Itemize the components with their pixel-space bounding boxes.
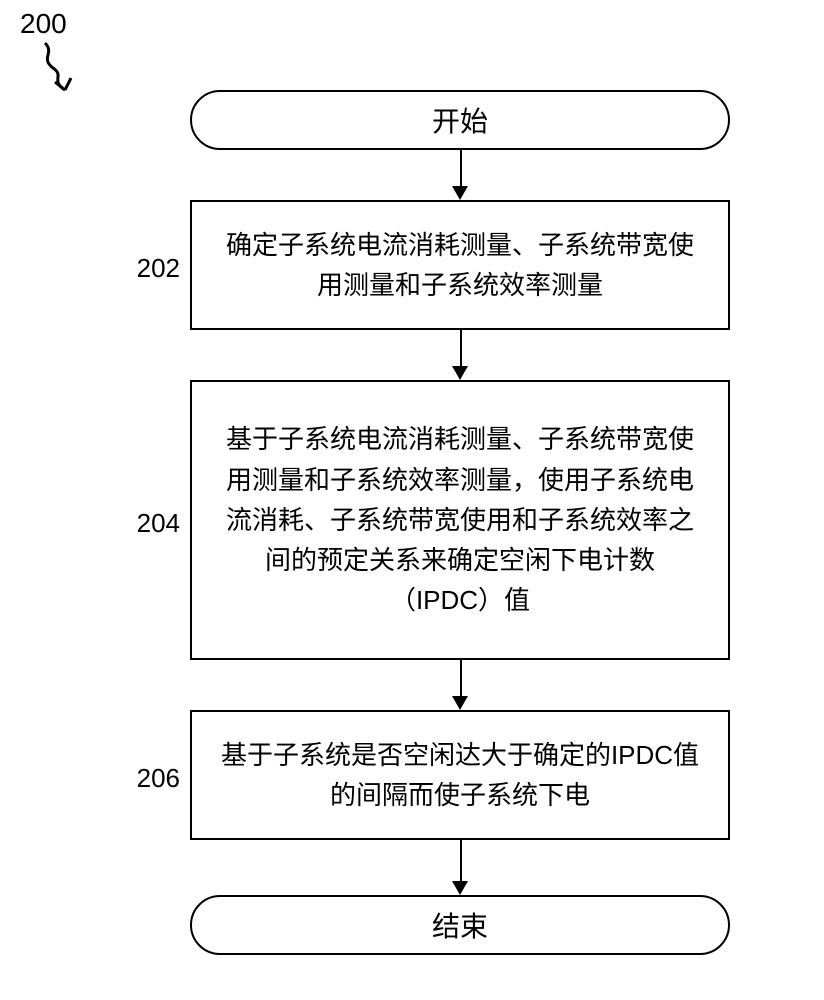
arrow-1-line — [460, 150, 462, 186]
arrow-2-line — [460, 330, 462, 366]
process-step3-text: 基于子系统是否空闲达大于确定的IPDC值的间隔而使子系统下电 — [216, 735, 704, 816]
terminator-start: 开始 — [190, 90, 730, 150]
step2-label: 204 — [120, 510, 180, 536]
arrow-2-head-icon — [452, 366, 468, 380]
arrow-3-head-icon — [452, 696, 468, 710]
step3-label: 206 — [120, 765, 180, 791]
process-step1: 确定子系统电流消耗测量、子系统带宽使用测量和子系统效率测量 — [190, 200, 730, 330]
process-step2: 基于子系统电流消耗测量、子系统带宽使用测量和子系统效率测量，使用子系统电流消耗、… — [190, 380, 730, 660]
arrow-4-line — [460, 840, 462, 881]
arrow-3-line — [460, 660, 462, 696]
terminator-end-text: 结束 — [432, 905, 488, 945]
process-step2-text: 基于子系统电流消耗测量、子系统带宽使用测量和子系统效率测量，使用子系统电流消耗、… — [216, 419, 704, 620]
flowchart-canvas: 200 开始 202 确定子系统电流消耗测量、子系统带宽使用测量和子系统效率测量… — [0, 0, 824, 1000]
figure-label-arrow-icon — [35, 38, 95, 98]
terminator-start-text: 开始 — [432, 100, 488, 140]
process-step3: 基于子系统是否空闲达大于确定的IPDC值的间隔而使子系统下电 — [190, 710, 730, 840]
terminator-end: 结束 — [190, 895, 730, 955]
step1-label: 202 — [120, 255, 180, 281]
arrow-4-head-icon — [452, 881, 468, 895]
figure-label: 200 — [20, 10, 67, 38]
process-step1-text: 确定子系统电流消耗测量、子系统带宽使用测量和子系统效率测量 — [216, 225, 704, 306]
arrow-1-head-icon — [452, 186, 468, 200]
